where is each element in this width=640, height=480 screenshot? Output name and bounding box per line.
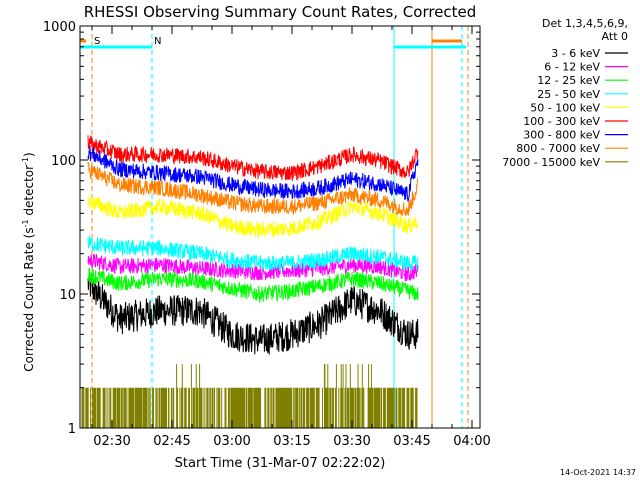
x-axis-label: Start Time (31-Mar-07 02:22:02) [175,456,386,471]
series-50-100-kev [87,195,419,239]
x-axis-ticks: 02:30 02:45 03:00 03:15 03:30 03:45 04:00 [91,26,491,449]
legend-header-line1: Det 1,3,4,5,6,9, [542,17,628,30]
reference-lines [80,26,469,428]
y-axis-label: Corrected Count Rate (s-1 detector-1) [21,152,36,371]
series-layer [81,135,419,428]
legend-label: 3 - 6 keV [551,47,600,60]
x-tick-label: 03:30 [333,434,370,449]
legend-label: 7000 - 15000 keV [502,156,600,169]
y-tick-label: 1 [68,422,76,437]
footer-timestamp: 14-Oct-2021 14:37 [560,468,636,477]
legend-label: 800 - 7000 keV [516,142,600,155]
series-line [87,253,419,282]
series-25-50-kev [87,235,419,272]
series-6-12-kev [87,253,419,282]
series-line [81,364,418,428]
series-300-800-kev [87,145,419,202]
annotation-label: S [94,36,100,47]
legend-label: 25 - 50 keV [537,88,600,101]
series-line [87,161,419,217]
series-800-7000-kev [87,161,419,217]
x-tick-label: 04:00 [453,434,490,449]
series-line [87,145,419,202]
legend-label: 300 - 800 keV [523,129,600,142]
x-tick-label: 02:45 [153,434,190,449]
series-3-6-kev [87,268,419,355]
x-tick-label: 03:45 [393,434,430,449]
legend-label: 100 - 300 keV [523,115,600,128]
chart-title: RHESSI Observing Summary Count Rates, Co… [84,3,477,21]
x-tick-label: 03:15 [273,434,310,449]
y-tick-label: 10 [59,288,76,303]
annotation-label: N [154,36,161,47]
series-line [87,235,419,272]
series-line [87,268,419,355]
series-line [87,267,419,303]
legend-label: 12 - 25 keV [537,74,600,87]
x-tick-label: 02:30 [93,434,130,449]
series-100-300-kev [87,135,419,181]
series-12-25-kev [87,267,419,303]
x-tick-label: 03:00 [213,434,250,449]
y-tick-label: 100 [51,154,76,169]
series-line [87,195,419,239]
series-7000-15000-kev [81,364,418,428]
plot-frame [79,25,481,429]
y-tick-label: 1000 [43,20,76,35]
legend-label: 50 - 100 keV [530,101,600,114]
legend-label: 6 - 12 keV [544,61,600,74]
legend-header-line2: Att 0 [602,30,628,43]
y-axis-ticks: 1 10 100 1000 [43,20,480,437]
series-line [87,135,419,181]
